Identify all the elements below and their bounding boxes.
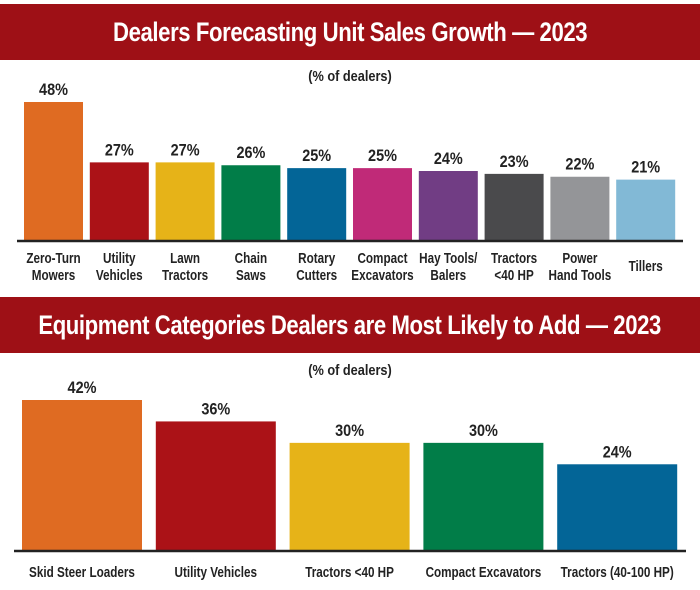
category-label: Zero-Turn [26,250,80,267]
data-label: 42% [68,379,97,397]
data-label: 36% [201,400,230,418]
bar [89,162,149,240]
category-label: Tractors [491,250,537,267]
category-label: Lawn [170,250,200,267]
chart-subtitle: (% of dealers) [308,361,392,378]
category-label: Cutters [296,267,337,284]
data-label: 24% [434,150,463,168]
category-label: <40 HP [494,267,533,284]
category-label: Saws [236,267,266,284]
category-label: Power [562,250,598,267]
bar [289,442,410,550]
category-label: Skid Steer Loaders [29,564,135,581]
category-label: Chain [235,250,267,267]
category-label: Excavators [351,267,413,284]
data-label: 23% [500,153,529,171]
chart1-title-banner: Dealers Forecasting Unit Sales Growth — … [0,4,700,60]
data-label: 22% [565,156,594,174]
category-label: Hay Tools/ [419,250,477,267]
category-label: Tractors (40-100 HP) [561,564,674,581]
chart2-title: Equipment Categories Dealers are Most Li… [38,309,662,340]
category-label: Utility [103,250,136,267]
data-label: 25% [368,147,397,165]
category-label: Utility Vehicles [175,564,258,581]
data-label: 24% [603,443,632,461]
bar [423,442,544,550]
chart2-plot: (% of dealers) 42% Skid Steer Loaders 36% Ut… [14,361,686,581]
data-label: 30% [335,422,364,440]
bar [155,162,215,240]
chart-subtitle: (% of dealers) [308,67,392,84]
chart2-title-banner: Equipment Categories Dealers are Most Li… [0,297,700,353]
bar [221,165,281,240]
data-label: 27% [171,141,200,159]
bar [557,464,678,550]
bar [353,168,412,240]
category-label: Compact Excavators [426,564,542,581]
category-label: Vehicles [96,267,143,284]
data-label: 25% [302,147,331,165]
bar [484,173,544,240]
category-label: Tractors <40 HP [305,564,394,581]
category-label: Rotary [298,250,335,267]
category-label: Balers [430,267,466,284]
bar [616,179,676,240]
category-label: Mowers [32,267,76,284]
category-label: Compact [357,250,407,267]
chart1-title: Dealers Forecasting Unit Sales Growth — … [112,16,588,47]
data-label: 48% [39,81,68,99]
data-label: 26% [236,144,265,162]
bar [550,176,610,240]
category-label: Tractors [162,267,208,284]
bar [287,168,347,240]
category-label: Tillers [629,258,663,275]
data-label: 27% [105,141,134,159]
data-label: 30% [469,422,498,440]
bar [22,400,142,550]
bar [155,421,276,550]
bar [418,171,478,240]
category-label: Hand Tools [549,267,612,284]
data-label: 21% [631,159,660,177]
bar [24,102,83,240]
